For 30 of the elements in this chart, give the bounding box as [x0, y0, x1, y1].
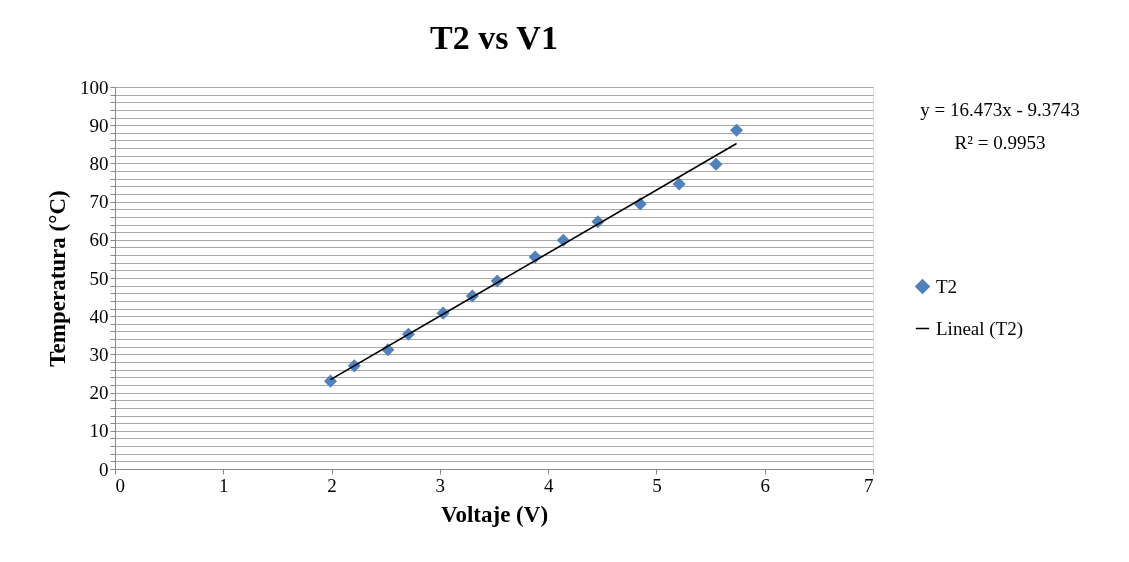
- x-tick-label: 4: [543, 474, 554, 496]
- x-tick-label: 6: [760, 474, 770, 496]
- x-tick-label: 1: [219, 474, 229, 496]
- y-tick-label: 80: [89, 152, 109, 174]
- y-tick-label: 20: [89, 382, 109, 404]
- x-axis-title: Voltaje (V): [440, 501, 549, 527]
- y-tick-label: 10: [89, 420, 109, 442]
- y-tick-label: 100: [80, 76, 109, 98]
- x-tick-label: 0: [115, 474, 125, 496]
- legend-label: T2: [936, 275, 958, 297]
- y-tick-label: 50: [89, 267, 109, 289]
- y-axis-title: Temperatura (°C): [45, 190, 70, 367]
- point: [730, 123, 744, 137]
- point: [323, 374, 338, 388]
- x-tick-label: 2: [327, 474, 337, 496]
- legend-label: Lineal (T2): [936, 317, 1024, 340]
- x-tick-label: 3: [435, 474, 446, 496]
- y-tick-label: 40: [89, 305, 109, 327]
- chart-title: T2 vs V1: [430, 19, 558, 56]
- point: [709, 157, 723, 171]
- y-tick-label: 60: [89, 229, 109, 251]
- text: y = 16.473x - 9.3743: [920, 99, 1080, 120]
- text: R² = 0.9953: [954, 132, 1046, 153]
- y-tick-label: 30: [89, 343, 109, 365]
- y-tick-label: 70: [89, 191, 109, 213]
- point: [672, 177, 686, 191]
- x-tick-label: 5: [652, 474, 662, 496]
- y-tick-label: 0: [99, 458, 109, 480]
- y-tick-label: 90: [89, 114, 109, 136]
- x-tick-label: 7: [864, 474, 874, 496]
